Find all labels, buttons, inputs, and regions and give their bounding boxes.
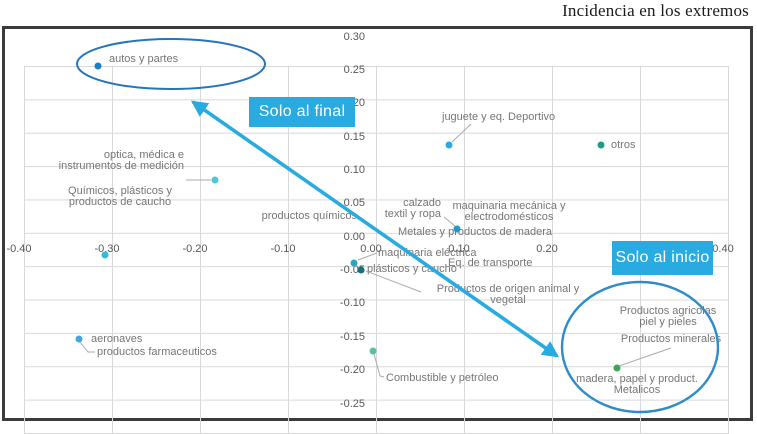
y-axis-tick: 0.15: [343, 130, 365, 143]
callout-solo-al-inicio: Solo al inicio: [612, 241, 713, 275]
data-point: [613, 364, 621, 372]
y-axis-tick: -0.20: [339, 364, 365, 377]
data-point: [75, 335, 83, 343]
point-label-productos-minerales: Productos minerales: [620, 333, 722, 345]
data-point: [101, 251, 109, 259]
chart-frame: [2, 26, 753, 434]
x-axis-tick: -0.30: [94, 243, 120, 255]
point-label-agricolas-pieles: Productos agricolas piel y pieles: [619, 305, 717, 328]
x-axis-tick: -0.20: [182, 243, 208, 255]
y-axis-tick: 0.00: [343, 230, 365, 243]
y-axis-tick: -0.05: [339, 264, 365, 277]
x-axis-tick: -0.10: [270, 243, 296, 255]
y-axis-tick: 0.10: [343, 163, 365, 176]
point-label-juguete-deportivo: juguete y eq. Deportivo: [442, 111, 556, 123]
point-label-origen-animal-vegetal: Productos de origen animal y vegetal: [436, 283, 580, 306]
data-point: [369, 347, 377, 355]
point-label-otros: otros: [611, 139, 636, 151]
callout-solo-al-final: Solo al final: [249, 97, 355, 127]
data-point: [597, 141, 605, 149]
point-label-productos-farmaceuticos: productos farmaceuticos: [97, 346, 217, 358]
point-label-optica-medica: optica, médica e instrumentos de medición: [58, 149, 184, 172]
y-axis-tick: -0.15: [339, 330, 365, 343]
y-axis-tick: 0.05: [343, 197, 365, 210]
y-axis-tick: -0.10: [339, 297, 365, 310]
point-label-calzado-textil: calzado textil y ropa: [384, 197, 441, 220]
x-axis-tick: 0.40: [712, 243, 734, 255]
point-label-quimicos-plasticos-caucho: Químicos, plásticos y productos de caucho: [68, 185, 172, 208]
point-label-autos-y-partes: autos y partes: [109, 53, 179, 65]
data-point: [94, 62, 102, 70]
point-label-plasticos-caucho: plásticos y caucho: [367, 263, 457, 275]
y-axis-tick: 0.25: [343, 63, 365, 76]
x-axis-tick: 0.20: [536, 243, 558, 255]
data-point: [445, 141, 453, 149]
point-label-productos-quimicos: productos químicos: [261, 210, 357, 222]
point-label-aeronaves: aeronaves: [91, 333, 143, 345]
data-point: [350, 259, 358, 267]
y-axis-tick: -0.25: [339, 397, 365, 410]
chart-title: Incidencia en los extremos: [562, 1, 749, 20]
data-point: [211, 176, 219, 184]
point-label-madera-papel-metalicos: madera, papel y product. Metalicos: [576, 373, 698, 396]
point-label-metales-madera: Metales y productos de madera: [397, 226, 553, 238]
point-label-combustible-petroleo: Combustible y petróleo: [386, 372, 499, 384]
point-label-eq-transporte: Eq. de transporte: [448, 257, 533, 269]
point-label-maquinaria-mecanica: maquinaria mecánica y electrodomésticos: [452, 200, 566, 223]
y-axis-tick: 0.30: [343, 30, 365, 43]
data-point: [357, 266, 365, 274]
x-axis-tick: -0.40: [6, 243, 32, 255]
